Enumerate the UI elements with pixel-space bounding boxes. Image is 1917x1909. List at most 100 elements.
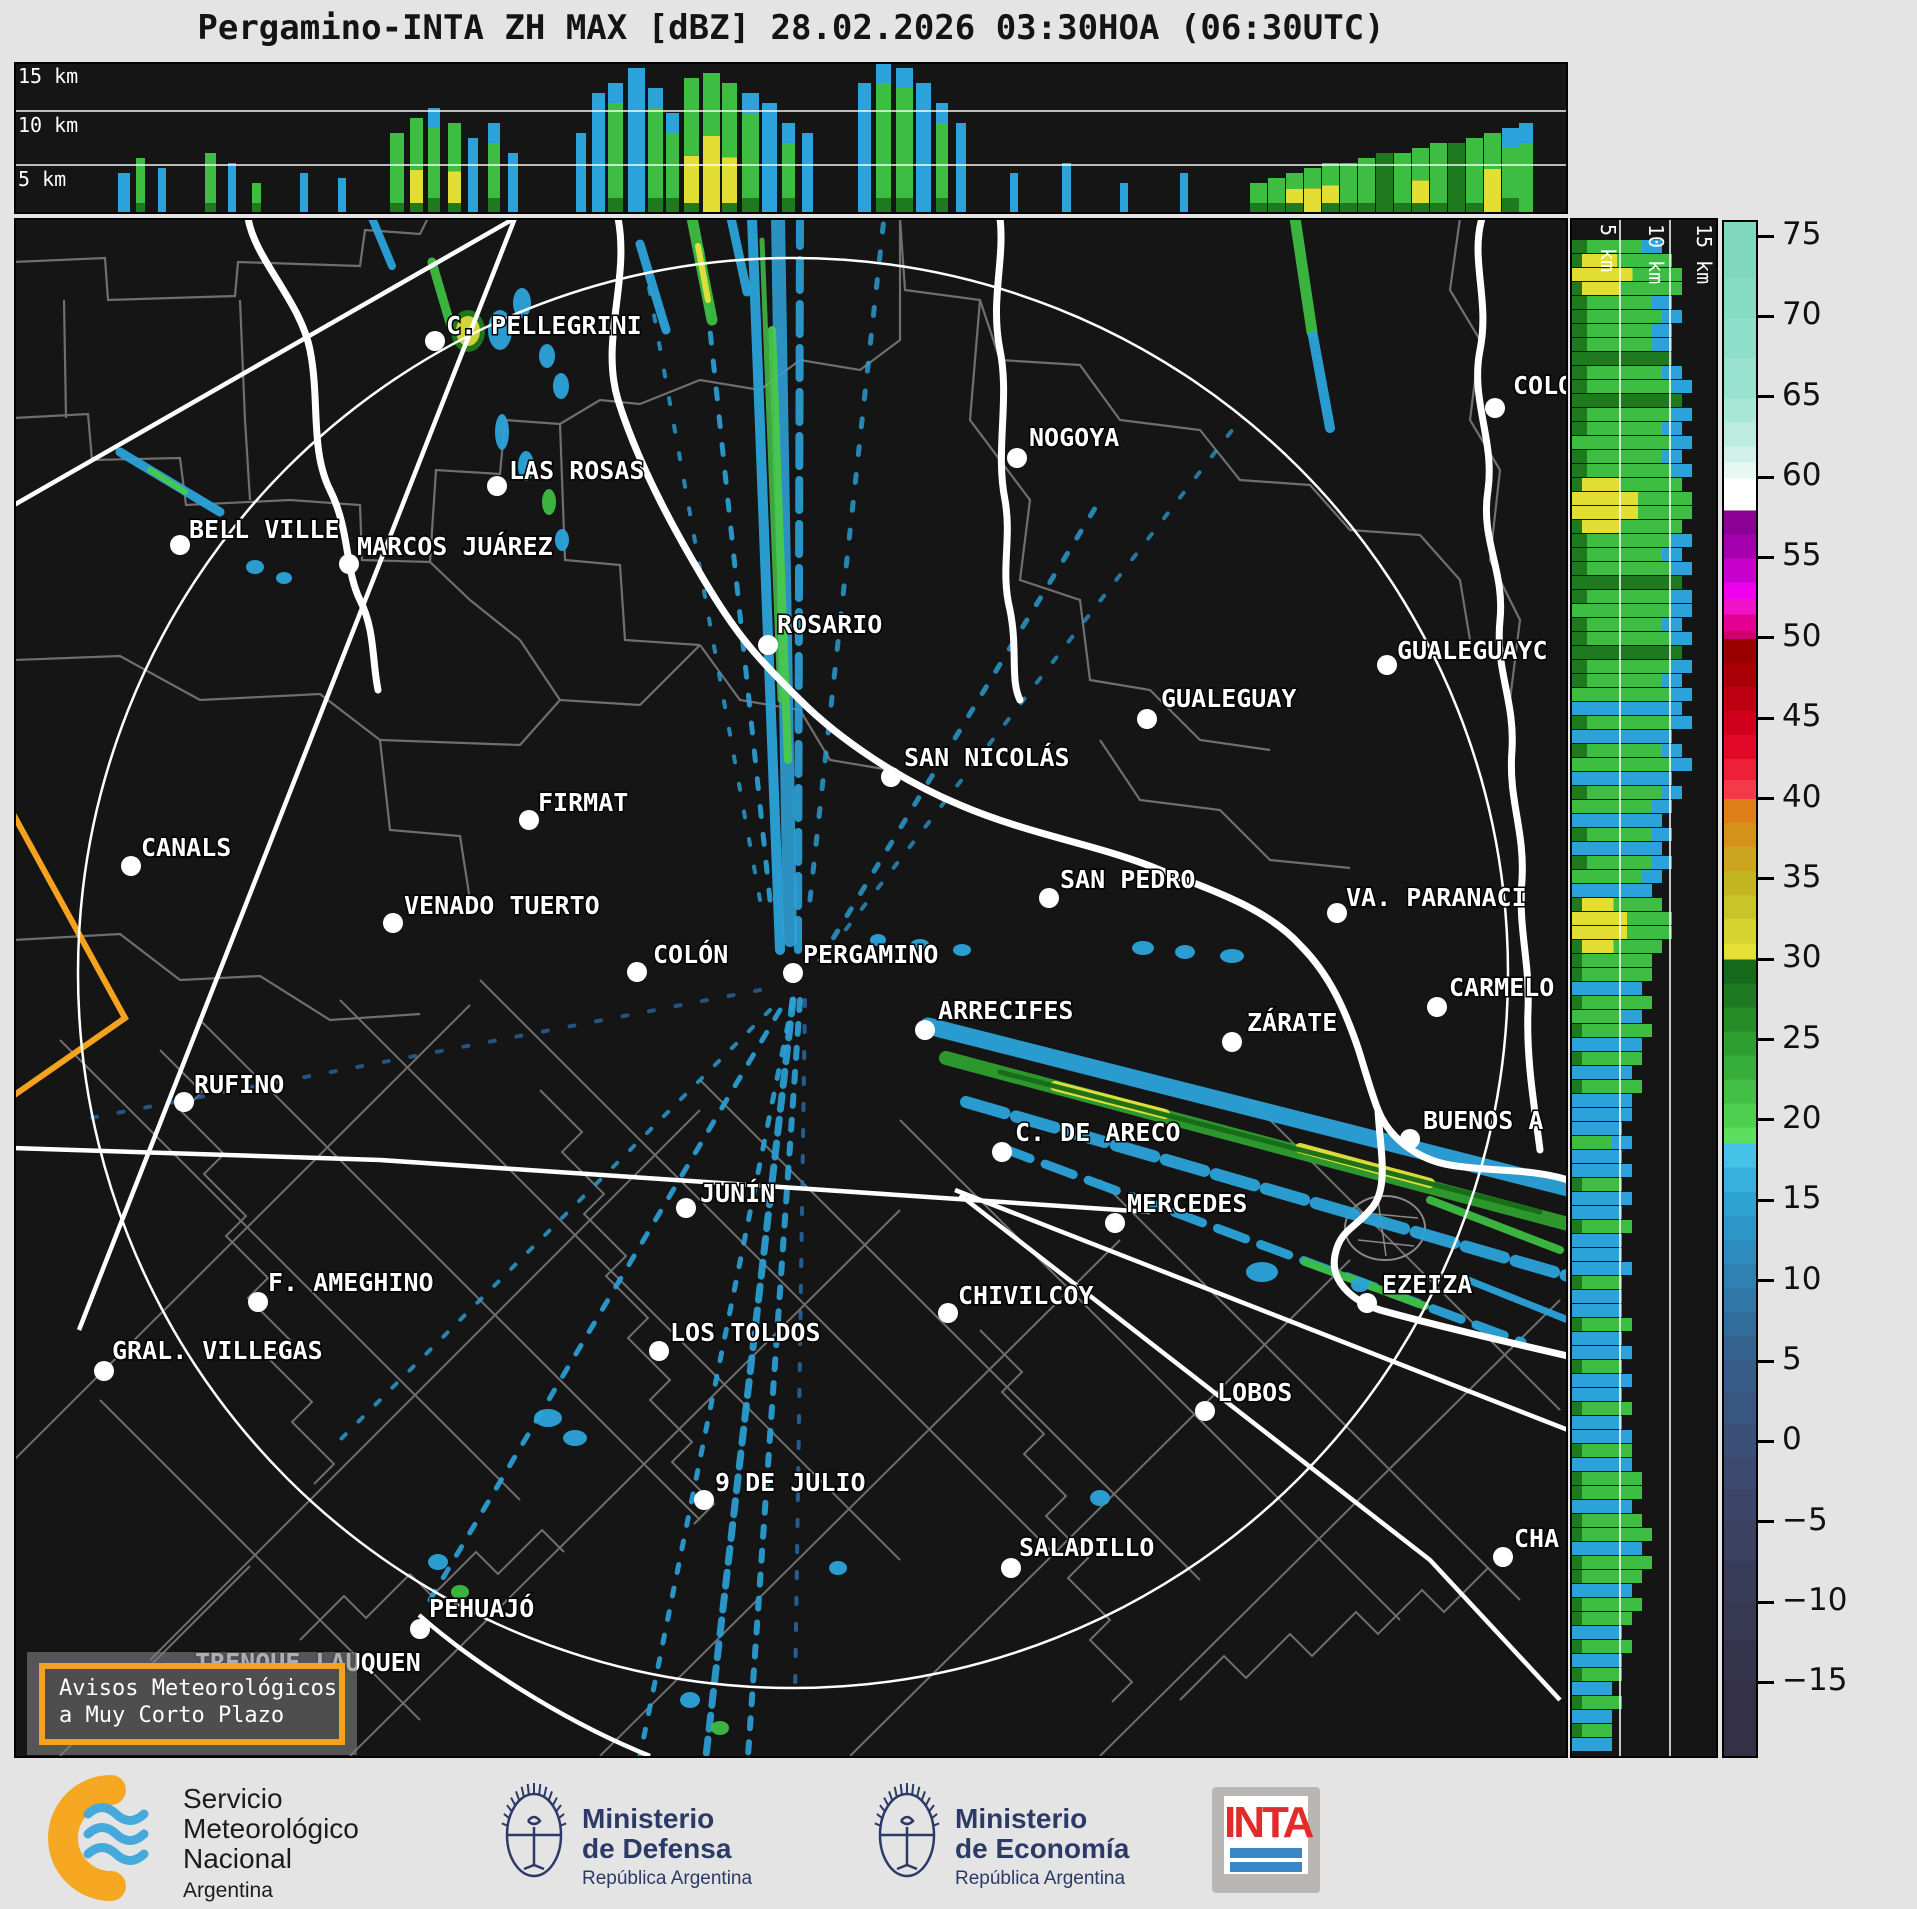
ministerio-economia-wordmark: Ministerio de Economía República Argenti… [955,1804,1129,1890]
city-dot [1485,398,1505,418]
city-dot [410,1619,430,1639]
ministerio-defensa-crest [501,1783,567,1878]
colorbar-tick-label: 10 [1782,1260,1822,1297]
city-dot [881,767,901,787]
city-dot [1007,448,1027,468]
city-dot [1327,903,1347,923]
colorbar-tick [1758,555,1774,559]
top-panel-15km-label: 15 km [18,64,79,88]
city-dot [1001,1558,1021,1578]
city-dot [519,810,539,830]
colorbar-tick [1758,1118,1774,1122]
city-label: LOS TOLDOS [670,1318,821,1347]
warning-line-1: Avisos Meteorológicos [59,1676,338,1701]
defensa-line1: Ministerio [582,1803,715,1834]
city-dot [1357,1293,1377,1313]
city-label: CHA [1514,1524,1559,1553]
colorbar-tick [1758,1359,1774,1363]
inta-bar-1 [1230,1848,1302,1858]
smn-logo-icon [48,1775,149,1901]
colorbar-tick-label: 20 [1782,1100,1822,1137]
city-label: SALADILLO [1019,1533,1154,1562]
city-dot [94,1361,114,1381]
defensa-line2: de Defensa [582,1833,732,1864]
city-dot [248,1292,268,1312]
colorbar-tick-label: 5 [1782,1341,1802,1378]
right-panel-5km-label: 5 km [1596,224,1620,273]
city-label: ROSARIO [777,610,882,639]
colorbar-tick-label: 55 [1782,537,1822,574]
economia-line2: de Economía [955,1833,1130,1864]
city-dot [487,476,507,496]
dbz-colorbar [1722,220,1758,1758]
inta-wordmark: INTA [1224,1798,1314,1847]
colorbar-tick-label: 0 [1782,1421,1802,1458]
right-panel-15km-label: 15 km [1692,224,1716,285]
footer-logos [48,1775,940,1901]
city-label: SAN NICOLÁS [904,743,1070,772]
city-dot [1137,709,1157,729]
city-label: GUALEGUAY [1161,684,1296,713]
top-panel-10km-label: 10 km [18,113,79,137]
city-dot [694,1490,714,1510]
city-label: LAS ROSAS [509,456,644,485]
colorbar-tick [1758,475,1774,479]
colorbar-tick [1758,1680,1774,1684]
city-dot [1427,997,1447,1017]
city-dot [1377,655,1397,675]
colorbar-tick [1758,1600,1774,1604]
city-dot [1105,1213,1125,1233]
city-dot [425,331,445,351]
colorbar-tick-label: −10 [1782,1582,1848,1619]
colorbar-tick-label: 35 [1782,859,1822,896]
city-dot [758,635,778,655]
city-dot [992,1142,1012,1162]
colorbar-tick-label: 50 [1782,618,1822,655]
city-dot [627,962,647,982]
city-label: C. DE ARECO [1015,1118,1181,1147]
city-label: NOGOYA [1029,423,1119,452]
colorbar-tick-label: 15 [1782,1180,1822,1217]
colorbar-tick [1758,716,1774,720]
colorbar-tick-label: −5 [1782,1501,1828,1538]
city-label: EZEIZA [1382,1270,1472,1299]
city-label: BUENOS A [1423,1106,1543,1135]
city-dot [1195,1401,1215,1421]
city-label: ZÁRATE [1247,1008,1337,1037]
colorbar-tick [1758,636,1774,640]
colorbar-tick [1758,957,1774,961]
warning-backdrop: Avisos Meteorológicos a Muy Corto Plazo [27,1652,357,1755]
colorbar-tick-label: 25 [1782,1019,1822,1056]
city-dot [649,1341,669,1361]
city-label: MERCEDES [1127,1189,1247,1218]
city-label: SAN PEDRO [1060,865,1195,894]
city-label: C. PELLEGRINI [446,311,642,340]
radar-map-panel [14,218,1568,1758]
colorbar-tick-label: 40 [1782,778,1822,815]
ministerio-economia-crest [874,1783,940,1878]
top-panel-5km-label: 5 km [18,167,67,191]
city-dot [783,963,803,983]
city-label: VENADO TUERTO [404,891,600,920]
colorbar-tick [1758,877,1774,881]
city-label: GUALEGUAYC [1397,636,1548,665]
economia-line1: Ministerio [955,1803,1088,1834]
inta-bar-2 [1230,1862,1302,1872]
colorbar-tick-label: 70 [1782,296,1822,333]
city-label: COLÓN [653,939,728,969]
city-label: FIRMAT [538,788,628,817]
city-label: VA. PARANACI [1346,883,1527,912]
smn-line3: Nacional [183,1843,292,1874]
city-label: CANALS [141,833,231,862]
city-label: LOBOS [1217,1378,1292,1407]
city-dot [915,1020,935,1040]
warning-line-2: a Muy Corto Plazo [59,1703,285,1728]
city-dot [676,1198,696,1218]
city-label: PERGAMINO [803,940,938,969]
inta-logo: INTA [1212,1787,1320,1893]
colorbar-tick [1758,1198,1774,1202]
city-label: PEHUAJÓ [429,1593,534,1623]
city-label: 9 DE JULIO [715,1468,866,1497]
city-label: MARCOS JUÁREZ [357,532,553,561]
